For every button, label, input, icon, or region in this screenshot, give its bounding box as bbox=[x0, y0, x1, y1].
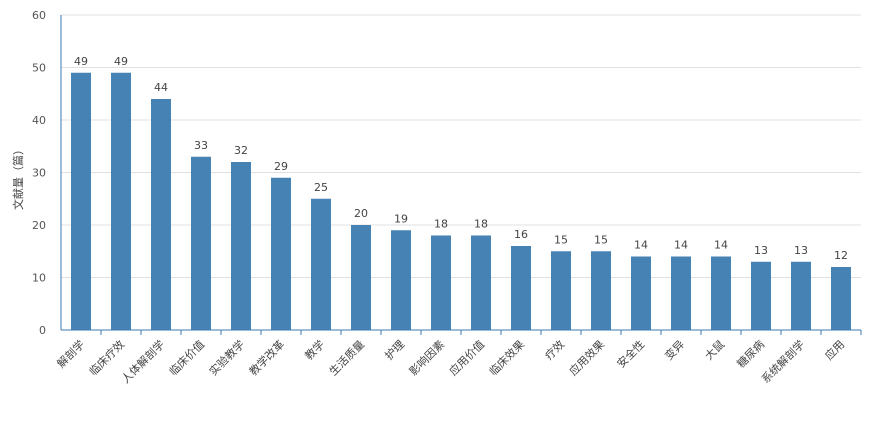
bar bbox=[271, 177, 291, 330]
x-tick-label: 解剖学 bbox=[54, 337, 87, 370]
x-tick-label: 应用效果 bbox=[566, 337, 607, 378]
y-tick-label: 30 bbox=[32, 167, 46, 180]
data-label: 12 bbox=[834, 249, 848, 262]
y-tick-label: 0 bbox=[39, 324, 46, 337]
data-label: 15 bbox=[554, 233, 568, 246]
y-tick-label: 50 bbox=[32, 62, 46, 75]
data-label: 14 bbox=[634, 239, 648, 252]
x-tick-label: 教学改革 bbox=[246, 337, 287, 378]
data-label: 18 bbox=[474, 218, 488, 231]
data-labels: 49 49 44 33 32 29 25 20 19 18 18 16 15 15 14 14 14 13 13 12 bbox=[74, 55, 848, 262]
bar bbox=[711, 256, 731, 330]
bar bbox=[151, 99, 171, 330]
x-tick-label: 实验教学 bbox=[206, 337, 247, 378]
data-label: 16 bbox=[514, 228, 528, 241]
data-label: 14 bbox=[674, 239, 688, 252]
bar bbox=[511, 246, 531, 330]
bar bbox=[631, 256, 651, 330]
data-label: 49 bbox=[114, 55, 128, 68]
x-tick-label: 安全性 bbox=[614, 337, 647, 370]
x-tick-label: 教学 bbox=[302, 337, 327, 362]
bar bbox=[591, 251, 611, 330]
x-tick-label: 疗效 bbox=[542, 337, 567, 362]
y-axis-title: 文献量（篇） bbox=[11, 144, 25, 210]
bar bbox=[471, 235, 491, 330]
data-label: 25 bbox=[314, 181, 328, 194]
x-tick-label: 系统解剖学 bbox=[758, 337, 807, 386]
x-tick-label: 大鼠 bbox=[702, 337, 727, 362]
y-tick-label: 60 bbox=[32, 9, 46, 22]
bar bbox=[671, 256, 691, 330]
bar bbox=[311, 198, 331, 330]
data-label: 49 bbox=[74, 55, 88, 68]
grid-lines bbox=[61, 14, 861, 278]
bar bbox=[431, 235, 451, 330]
bar bbox=[231, 162, 251, 330]
bar bbox=[391, 230, 411, 330]
bar bbox=[351, 225, 371, 330]
y-tick-label: 40 bbox=[32, 114, 46, 127]
data-label: 13 bbox=[754, 244, 768, 257]
bar bbox=[831, 267, 851, 330]
y-tick-label: 20 bbox=[32, 219, 46, 232]
data-label: 29 bbox=[274, 160, 288, 173]
bar bbox=[791, 261, 811, 330]
x-tick-label: 应用价值 bbox=[446, 337, 487, 378]
data-label: 44 bbox=[154, 81, 168, 94]
data-label: 14 bbox=[714, 239, 728, 252]
bar bbox=[751, 261, 771, 330]
y-tick-labels: 0 10 20 30 40 50 60 bbox=[32, 9, 46, 337]
x-tick-label: 临床疗效 bbox=[86, 337, 127, 378]
y-tick-label: 10 bbox=[32, 272, 46, 285]
data-label: 13 bbox=[794, 244, 808, 257]
data-label: 20 bbox=[354, 207, 368, 220]
bar bbox=[551, 251, 571, 330]
x-tick-label: 临床价值 bbox=[166, 337, 207, 378]
data-label: 33 bbox=[194, 139, 208, 152]
bar bbox=[191, 156, 211, 330]
data-label: 32 bbox=[234, 144, 248, 157]
x-tick-label: 糖尿病 bbox=[734, 337, 767, 370]
x-tick-label: 影响因素 bbox=[407, 338, 447, 378]
bar bbox=[71, 72, 91, 330]
data-label: 19 bbox=[394, 212, 408, 225]
bars bbox=[71, 72, 851, 330]
x-tick-label: 人体解剖学 bbox=[118, 337, 167, 386]
x-tick-label: 应用 bbox=[822, 337, 847, 362]
x-tick-label: 护理 bbox=[382, 337, 407, 362]
data-label: 18 bbox=[434, 218, 448, 231]
x-tick-label: 生活质量 bbox=[326, 337, 367, 378]
x-tick-label: 临床效果 bbox=[486, 337, 527, 378]
bar bbox=[111, 72, 131, 330]
x-tick-label: 变异 bbox=[662, 337, 687, 362]
data-label: 15 bbox=[594, 233, 608, 246]
